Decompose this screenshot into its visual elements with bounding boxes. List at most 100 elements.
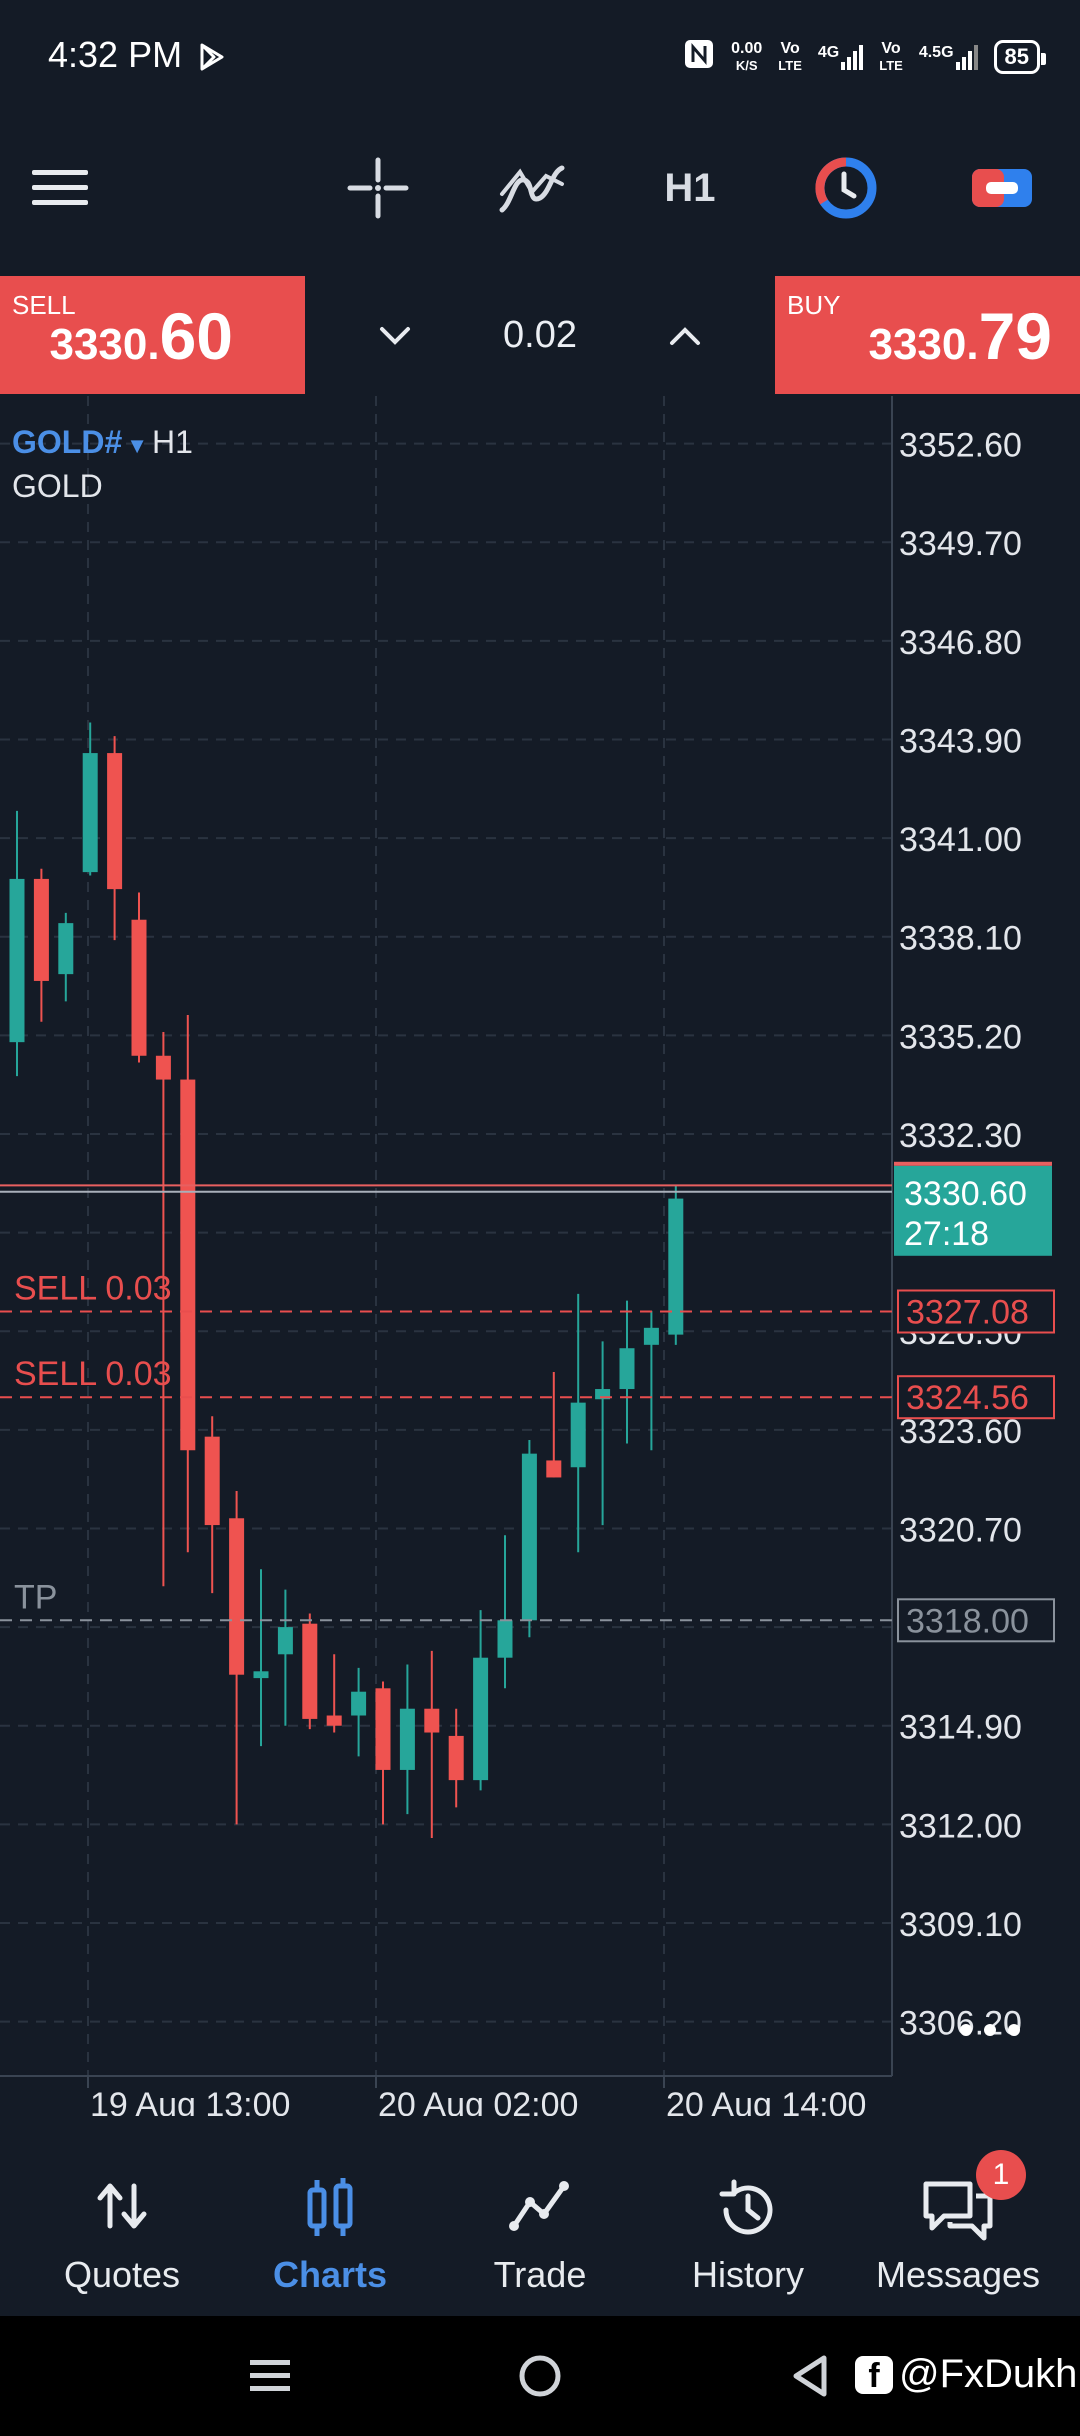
y-axis-tick-label: 3309.10 (899, 1906, 1022, 1944)
timeframe-label: H1 (664, 165, 716, 210)
candle-body (82, 753, 98, 873)
order-level-label: SELL 0.03 (14, 1269, 172, 1307)
candle-body (448, 1735, 464, 1781)
sim1-volte: Vo LTE (778, 40, 802, 74)
sell-label: SELL (12, 290, 76, 320)
nav-quotes-label: Quotes (63, 2254, 181, 2295)
nav-charts[interactable]: Charts (222, 2120, 438, 2316)
one-click-trading-icon[interactable] (806, 148, 886, 228)
y-axis-tick-label: 3312.00 (899, 1807, 1022, 1845)
candle-body (58, 923, 74, 975)
candle-body (155, 1055, 171, 1080)
sim1-volte-top: Vo (780, 39, 800, 57)
y-axis-tick-label: 3306.20 (899, 2005, 1022, 2043)
candle-body (668, 1198, 684, 1335)
more-options-dot (984, 2024, 996, 2036)
candle-body (643, 1327, 659, 1345)
sim1-volte-bottom: LTE (778, 57, 802, 73)
battery-icon: 85 (993, 39, 1047, 74)
timeframe-button[interactable]: H1 (648, 148, 732, 228)
buy-price-big: 79 (978, 299, 1052, 373)
status-time: 4:32 PM (48, 34, 183, 75)
candle-body (277, 1627, 293, 1655)
lot-decrease-chevron-down-icon[interactable] (365, 306, 425, 366)
more-options-dot (1008, 2024, 1020, 2036)
nav-messages[interactable]: Messages (850, 2120, 1066, 2316)
lot-value[interactable]: 0.02 (503, 314, 577, 356)
price-chart[interactable]: 3352.60 3349.70 3346.80 3343.90 3341.00 3338.… (0, 396, 1080, 2116)
status-icons: 0.00 K/S Vo LTE 4G Vo LTE 4.5G 85 (683, 38, 1047, 75)
system-navigation-bar: f @FxDukh (0, 2316, 1080, 2436)
y-axis-tick-label: 3343.90 (899, 722, 1022, 760)
y-axis-tick-label: 3314.90 (899, 1709, 1022, 1747)
candle-body (595, 1389, 611, 1400)
buy-price: 3330.79 (868, 298, 1052, 374)
y-axis-tick-label: 3332.30 (899, 1117, 1022, 1155)
symbol-dropdown-icon[interactable]: ▼ (126, 433, 149, 458)
candle-body (351, 1691, 367, 1716)
chart-symbol[interactable]: GOLD# (12, 424, 123, 460)
order-level-price-box (897, 1375, 1055, 1420)
bottom-navigation: Quotes Charts Trade History Messages (0, 2120, 1080, 2316)
nav-history[interactable]: History (640, 2120, 856, 2316)
y-axis-tick-label: 3352.60 (899, 427, 1022, 465)
ask-price-tag-edge (894, 1161, 1052, 1166)
candle-body (619, 1348, 635, 1390)
home-icon[interactable] (510, 2344, 570, 2408)
sim2-volte: Vo LTE (879, 40, 903, 74)
candle-body (497, 1620, 513, 1658)
buy-label: BUY (787, 290, 841, 320)
buy-button[interactable]: BUY 3330.79 (775, 276, 1080, 394)
current-price-tag (894, 1165, 1052, 1256)
sim2-volte-bottom: LTE (879, 57, 903, 73)
crosshair-icon[interactable] (338, 148, 418, 228)
order-level-price-box (897, 1598, 1055, 1643)
one-click-trade-bar: SELL 3330.60 0.02 BUY 3330.79 (0, 276, 1080, 396)
nav-quotes[interactable]: Quotes (14, 2120, 230, 2316)
back-icon[interactable] (780, 2344, 840, 2408)
chart-canvas[interactable]: 3352.60 3349.70 3346.80 3343.90 3341.00 3338.… (0, 396, 1080, 2116)
y-axis-tick-label: 3320.70 (899, 1511, 1022, 1549)
order-level-price: 3327.08 (906, 1293, 1029, 1331)
sim1-network: 4G (817, 43, 840, 61)
sell-button[interactable]: SELL 3330.60 (0, 276, 305, 394)
current-price-value: 3330.60 (904, 1175, 1027, 1213)
toggle-icon[interactable] (962, 148, 1042, 228)
charts-icon (222, 2178, 438, 2248)
lot-increase-chevron-up-icon[interactable] (655, 306, 715, 366)
history-icon (640, 2178, 856, 2248)
chart-symbol-description: GOLD (12, 468, 103, 504)
messages-icon (850, 2178, 1066, 2248)
x-axis-tick-label: 20 Aug 02:00 (378, 2086, 578, 2116)
sim1-signal-icon: 4G (817, 43, 864, 70)
candle-body (399, 1708, 415, 1770)
order-level-label: SELL 0.03 (14, 1355, 172, 1393)
sim2-network: 4.5G (918, 43, 954, 61)
nfc-icon (683, 38, 715, 75)
order-level-price-box (897, 1289, 1055, 1334)
y-axis-tick-label: 3335.20 (899, 1018, 1022, 1056)
nav-messages-label: Messages (875, 2254, 1041, 2295)
chart-timeframe: H1 (152, 424, 193, 460)
nav-trade[interactable]: Trade (432, 2120, 648, 2316)
sim2-volte-top: Vo (881, 39, 901, 57)
x-axis-tick-label: 20 Aug 14:00 (666, 2086, 866, 2116)
candle-body (253, 1671, 269, 1679)
candle-body (302, 1623, 318, 1719)
bar-countdown: 27:18 (904, 1215, 989, 1253)
recents-icon[interactable] (240, 2344, 300, 2408)
menu-icon[interactable] (20, 148, 100, 228)
facebook-icon: f (855, 2355, 893, 2395)
indicators-icon[interactable] (492, 148, 572, 228)
trade-icon (432, 2178, 648, 2248)
status-bar: 4:32 PM 0.00 K/S Vo LTE 4G Vo LTE 4.5G 8… (0, 0, 1080, 118)
watermark-text: @FxDukh (899, 2352, 1078, 2396)
candle-body (229, 1518, 245, 1675)
candle-body (424, 1708, 440, 1733)
more-options-dot (960, 2024, 972, 2036)
candle-body (375, 1688, 391, 1770)
candle-body (107, 753, 123, 890)
y-axis-tick-label: 3349.70 (899, 525, 1022, 563)
chart-symbol-header[interactable]: GOLD# ▼ H1 (12, 424, 193, 461)
play-store-icon (196, 42, 226, 77)
